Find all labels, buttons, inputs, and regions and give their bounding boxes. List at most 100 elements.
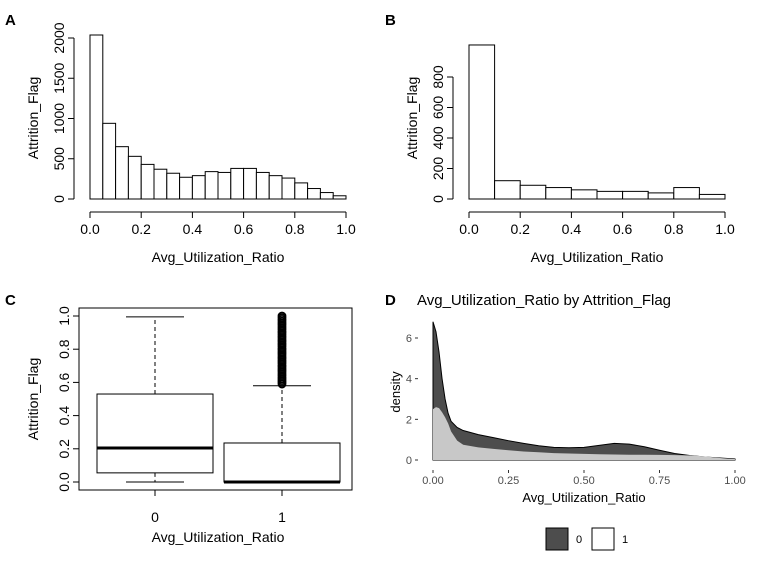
y-tick-label: 200 [430,157,446,181]
panel-b-x-axis: 0.0 0.2 0.4 0.6 0.8 1.0 [459,211,735,237]
y-tick-label: 600 [430,96,446,120]
panel-b-letter: B [385,12,396,29]
outlier-point [277,311,287,321]
histogram-bar [519,184,547,200]
histogram-bar [115,146,129,200]
panel-c-boxes [96,311,341,484]
x-tick-label: 0.50 [573,475,594,487]
y-tick-label: 0 [430,195,446,203]
y-tick-label: 400 [430,126,446,150]
x-tick-label: 0.8 [664,221,684,237]
panel-d-x-label: Avg_Utilization_Ratio [522,490,645,505]
legend-key-0 [545,527,569,551]
x-tick-label: 0 [151,509,159,525]
histogram-bar [622,190,649,200]
y-tick-label: 800 [430,65,446,89]
y-tick-label: 0.0 [56,472,72,492]
x-tick-label: 1.0 [336,221,356,237]
panel-d-areas [432,321,736,461]
panel-b-y-label: Attrition_Flag [404,77,420,159]
y-tick-label: 2000 [51,22,67,53]
y-tick-label: 0 [406,455,412,467]
panel-a-x-label: Avg_Utilization_Ratio [152,249,285,265]
legend-key-1 [591,527,615,551]
histogram-bar [230,167,245,200]
histogram-bar [698,193,726,200]
density-area-1 [433,407,735,460]
histogram-bar [570,189,598,200]
histogram-bar [89,34,104,200]
y-tick-label: 4 [406,374,412,386]
panel-d-density: Avg_Utilization_Ratio by Attrition_Flag … [388,292,746,551]
y-tick-label: 0.8 [56,339,72,359]
panel-c-y-label: Attrition_Flag [25,358,41,440]
panel-c-x-label: Avg_Utilization_Ratio [152,529,285,545]
x-tick-label: 0.2 [510,221,530,237]
histogram-bar [307,188,321,200]
panel-b-histogram: 0 200 400 600 800 0.0 0.2 0.4 0.6 0.8 1.0 Avg_Uti… [404,44,735,265]
panel-d-letter: D [385,292,396,309]
histogram-bar [127,155,142,200]
panel-d-x-axis: 0.00 0.25 0.50 0.75 1.00 [422,470,746,487]
x-tick-label: 0.6 [613,221,633,237]
panel-b-bars [468,44,726,200]
panel-c-letter: C [5,292,16,309]
legend-label-1: 1 [622,534,628,546]
box [96,393,214,474]
box [223,442,341,483]
histogram-bar [255,171,270,200]
x-tick-label: 0.00 [422,475,443,487]
x-tick-label: 0.0 [80,221,100,237]
panel-a-y-axis: 0 500 1000 1500 2000 [51,22,75,203]
histogram-bar [647,192,675,200]
panel-c-y-axis: 0.0 0.2 0.4 0.6 0.8 1.0 [56,306,80,492]
panel-d-y-axis: 0 2 4 6 [406,333,418,467]
panel-a-x-axis: 0.0 0.2 0.4 0.6 0.8 1.0 [80,211,356,237]
y-tick-label: 0.6 [56,372,72,392]
histogram-bar [294,182,309,200]
panel-a-letter: A [5,12,16,29]
panel-b-x-label: Avg_Utilization_Ratio [531,249,664,265]
y-tick-label: 0.4 [56,406,72,426]
histogram-bar [545,187,572,200]
legend-label-0: 0 [576,534,582,546]
panel-a-y-label: Attrition_Flag [25,77,41,159]
histogram-bar [268,175,283,200]
histogram-bar [332,195,347,200]
histogram-bar [673,187,700,200]
x-tick-label: 0.6 [234,221,254,237]
histogram-bar [243,167,257,200]
y-tick-label: 1.0 [56,306,72,326]
x-tick-label: 0.0 [459,221,479,237]
y-tick-label: 1500 [51,62,67,93]
histogram-bar [140,163,155,200]
x-tick-label: 1.00 [724,475,745,487]
y-tick-label: 1000 [51,103,67,134]
y-tick-label: 0.2 [56,439,72,459]
panel-d-title: Avg_Utilization_Ratio by Attrition_Flag [417,292,671,309]
panel-a-bars [89,34,347,200]
x-tick-label: 1.0 [715,221,735,237]
histogram-bar [494,180,521,200]
histogram-bar [166,172,181,200]
histogram-bar [468,44,496,200]
y-tick-label: 6 [406,333,412,345]
histogram-bar [153,168,168,200]
y-tick-label: 500 [51,147,67,171]
x-tick-label: 0.75 [649,475,670,487]
y-tick-label: 0 [51,195,67,203]
histogram-bar [102,122,117,200]
histogram-bar [204,171,219,200]
x-tick-label: 0.25 [498,475,519,487]
histogram-bar [319,192,334,200]
density-area-0 [432,321,736,461]
histogram-bar [596,190,624,200]
y-tick-label: 2 [406,414,412,426]
x-tick-label: 0.4 [562,221,582,237]
histogram-bar [179,176,193,200]
panel-d-y-label: density [388,371,403,413]
x-tick-label: 0.8 [285,221,305,237]
